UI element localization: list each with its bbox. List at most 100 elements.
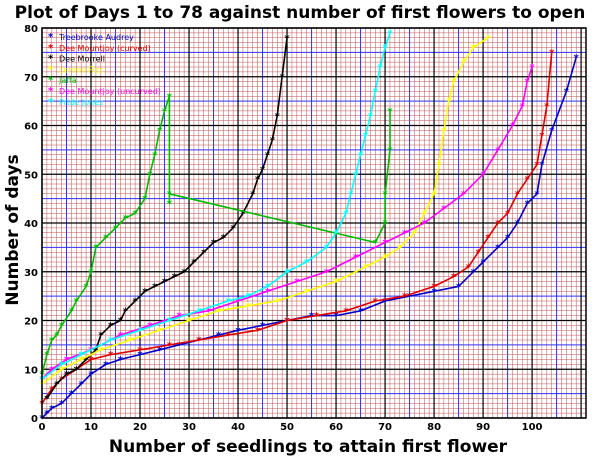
x-tick-label: 40: [231, 422, 245, 433]
data-point: *: [387, 28, 393, 39]
data-point: *: [74, 365, 80, 376]
data-point: *: [162, 106, 168, 117]
series-line: [46, 37, 288, 399]
data-point: *: [118, 316, 124, 327]
data-point: *: [137, 345, 143, 356]
data-point: *: [275, 297, 281, 308]
data-point: *: [564, 87, 570, 98]
data-point: *: [88, 370, 94, 381]
y-tick-label: 0: [31, 414, 38, 425]
data-point: *: [397, 243, 403, 254]
data-point: *: [128, 336, 134, 347]
x-tick-label: 50: [280, 422, 294, 433]
data-point: *: [240, 209, 246, 220]
data-point: *: [186, 316, 192, 327]
data-point: *: [93, 243, 99, 254]
data-point: *: [549, 126, 555, 137]
x-tick-label: 10: [84, 422, 98, 433]
series-line: [41, 37, 489, 385]
data-point: *: [515, 189, 521, 200]
data-point: *: [172, 272, 178, 283]
y-axis-label: Number of days: [3, 154, 23, 305]
data-point: *: [382, 297, 388, 308]
legend-marker: *: [48, 97, 54, 108]
data-point: *: [83, 282, 89, 293]
x-tick-label: 100: [522, 422, 543, 433]
data-point: *: [525, 199, 531, 210]
data-point: *: [343, 209, 349, 220]
data-point: *: [98, 331, 104, 342]
data-point: *: [382, 189, 388, 200]
data-point: *: [132, 297, 138, 308]
data-point: *: [529, 63, 535, 74]
legend-label: Dee Mountjoy (curved): [59, 44, 151, 53]
data-point: *: [162, 277, 168, 288]
data-point: *: [549, 48, 555, 59]
data-point: *: [103, 233, 109, 244]
data-point: *: [333, 311, 339, 322]
legend-label: Jaffa: [58, 76, 77, 85]
legend-marker: *: [48, 64, 54, 75]
data-point: *: [206, 306, 212, 317]
data-point: *: [59, 321, 65, 332]
legend-marker: *: [48, 54, 54, 65]
data-point: *: [216, 306, 222, 317]
data-point: *: [147, 170, 153, 181]
data-point: *: [59, 365, 65, 376]
data-point: *: [422, 209, 428, 220]
data-point: *: [167, 340, 173, 351]
data-point: *: [196, 336, 202, 347]
data-point: *: [461, 58, 467, 69]
data-point: *: [304, 258, 310, 269]
data-point: *: [79, 355, 85, 366]
data-point: *: [196, 306, 202, 317]
data-point: *: [368, 111, 374, 122]
data-point: *: [505, 209, 511, 220]
data-point: *: [235, 326, 241, 337]
data-point: *: [59, 399, 65, 410]
data-point: *: [353, 253, 359, 264]
data-point: *: [118, 355, 124, 366]
data-point: *: [245, 292, 251, 303]
data-point: *: [167, 92, 173, 103]
data-point: *: [88, 267, 94, 278]
legend: * Treebrooke Audrey * Dee Mountjoy (curved)…: [48, 32, 161, 108]
chart-title: Plot of Days 1 to 78 against number of f…: [15, 3, 586, 23]
data-point: *: [431, 287, 437, 298]
data-point: *: [275, 111, 281, 122]
data-point: *: [83, 355, 89, 366]
data-point: *: [255, 326, 261, 337]
data-point: *: [113, 223, 119, 234]
data-point: *: [387, 106, 393, 117]
data-point: *: [54, 379, 60, 390]
data-point: *: [382, 253, 388, 264]
x-tick-label: 90: [476, 422, 490, 433]
legend-label: Pride Jones: [59, 98, 103, 107]
data-point: *: [284, 316, 290, 327]
data-point: *: [505, 233, 511, 244]
data-point: *: [525, 77, 531, 88]
data-point: *: [88, 355, 94, 366]
data-point: *: [245, 301, 251, 312]
x-tick-label: 80: [427, 422, 441, 433]
data-point: *: [74, 297, 80, 308]
data-point: *: [436, 160, 442, 171]
legend-marker: *: [48, 75, 54, 86]
data-point: *: [431, 189, 437, 200]
data-point: *: [93, 345, 99, 356]
data-point: *: [103, 360, 109, 371]
data-point: *: [480, 170, 486, 181]
series-2: *** ***** **** * * * **** ***********: [44, 33, 290, 405]
x-tick-label: 30: [182, 422, 196, 433]
data-point: *: [407, 292, 413, 303]
data-point: *: [402, 292, 408, 303]
legend-label: Treebrooke Audrey: [58, 33, 134, 42]
data-point: *: [108, 336, 114, 347]
data-point: *: [485, 33, 491, 44]
data-point: *: [534, 189, 540, 200]
data-point: *: [387, 145, 393, 156]
y-tick-label: 70: [24, 73, 38, 84]
data-point: *: [446, 97, 452, 108]
y-tick-label: 10: [24, 365, 38, 376]
